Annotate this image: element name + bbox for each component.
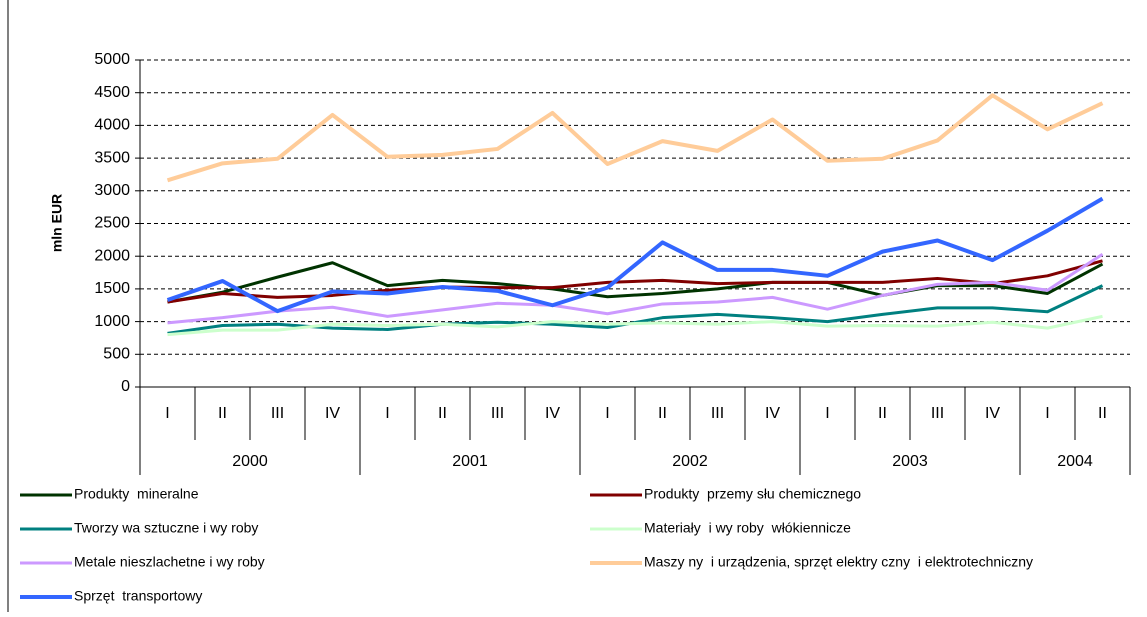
- x-tick-label: III: [271, 405, 284, 422]
- x-tick-label: I: [605, 405, 609, 422]
- x-tick-label: I: [1045, 405, 1049, 422]
- y-tick-label: 2000: [94, 247, 130, 264]
- y-tick-label: 3000: [94, 182, 130, 199]
- x-tick-label: II: [438, 405, 447, 422]
- y-tick-label: 1500: [94, 280, 130, 297]
- series-line: [167, 252, 1104, 325]
- y-axis-label: mln EUR: [49, 194, 65, 252]
- x-tick-label: I: [165, 405, 169, 422]
- x-tick-label: IV: [985, 405, 1000, 422]
- y-tick-label: 5000: [94, 51, 130, 68]
- x-tick-label: III: [931, 405, 944, 422]
- x-tick-label: IV: [325, 405, 340, 422]
- series-line: [167, 261, 1104, 304]
- legend-label: Produkty mineralne: [74, 486, 199, 502]
- year-label: 2004: [1057, 453, 1093, 470]
- legend-label: Sprzęt transportowy: [74, 588, 202, 604]
- legend-label: Produkty przemy słu chemicznego: [644, 486, 861, 502]
- series-line: [167, 314, 1103, 337]
- y-tick-label: 2500: [94, 215, 130, 232]
- y-tick-label: 4000: [94, 117, 130, 134]
- legend-label: Tworzy wa sztuczne i wy roby: [74, 520, 258, 536]
- x-tick-label: I: [385, 405, 389, 422]
- legend-label: Metale nieszlachetne i wy roby: [74, 554, 265, 570]
- y-tick-label: 1000: [94, 313, 130, 330]
- x-tick-label: II: [878, 405, 887, 422]
- x-tick-label: IV: [765, 405, 780, 422]
- year-label: 2002: [672, 453, 708, 470]
- year-label: 2001: [452, 453, 488, 470]
- year-label: 2000: [232, 453, 268, 470]
- year-label: 2003: [892, 453, 928, 470]
- x-tick-label: II: [218, 405, 227, 422]
- y-tick-label: 4500: [94, 84, 130, 101]
- x-tick-label: III: [711, 405, 724, 422]
- x-tick-label: II: [658, 405, 667, 422]
- x-tick-label: I: [825, 405, 829, 422]
- y-tick-label: 500: [103, 346, 130, 363]
- series-line: [166, 196, 1104, 314]
- x-tick-label: IV: [545, 405, 560, 422]
- x-tick-label: III: [491, 405, 504, 422]
- legend-label: Maszy ny i urządzenia, sprzęt elektry cz…: [644, 554, 1033, 570]
- legend-label: Materiały i wy roby włókiennicze: [644, 520, 851, 536]
- y-tick-label: 0: [121, 378, 130, 395]
- series-line: [166, 93, 1104, 183]
- x-tick-label: II: [1098, 405, 1107, 422]
- y-tick-label: 3500: [94, 149, 130, 166]
